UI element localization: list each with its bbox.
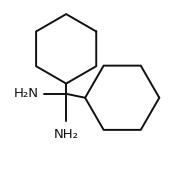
Text: H₂N: H₂N xyxy=(14,87,39,100)
Text: NH₂: NH₂ xyxy=(54,128,79,141)
